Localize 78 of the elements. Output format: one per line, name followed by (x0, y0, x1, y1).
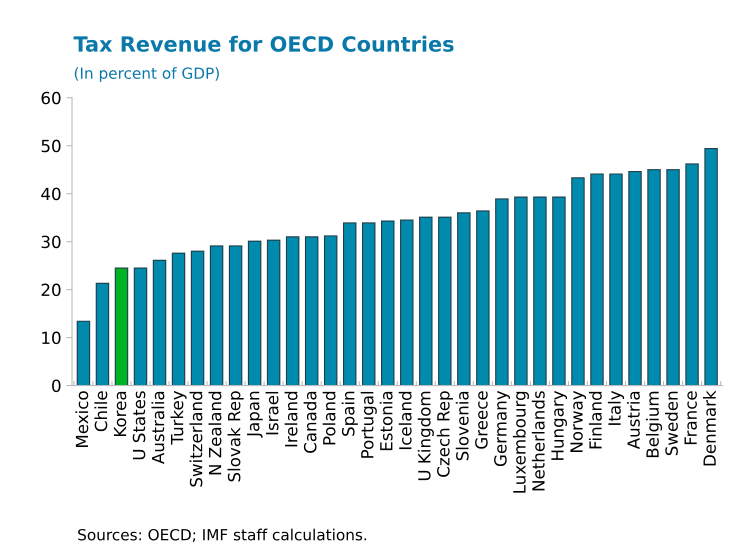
bar (666, 169, 680, 386)
x-tick-label: Japan (247, 392, 263, 438)
bar (248, 240, 262, 386)
x-tick-label: Germany (494, 390, 510, 466)
x-tick-label: Slovak Rep (228, 391, 244, 482)
bar (304, 236, 318, 386)
y-tick-label: 0 (52, 379, 61, 392)
x-tick-label: Mexico (75, 391, 88, 447)
x-tick-label: U States (132, 391, 146, 460)
x-tick-label: Belgium (646, 392, 662, 458)
bar (76, 320, 90, 386)
bar (381, 220, 394, 386)
x-tick-label: Greece (475, 391, 488, 449)
bar (476, 210, 490, 386)
x-tick-label: Korea (114, 392, 126, 436)
x-tick-label: Turkey (170, 390, 187, 445)
bar (457, 212, 471, 386)
bar (134, 267, 148, 386)
x-tick-label: Netherlands (532, 391, 545, 490)
bar (419, 216, 433, 386)
x-tick-label: France (684, 391, 697, 444)
bar (286, 236, 300, 386)
bar (96, 282, 110, 386)
x-tick-label: Ireland (284, 392, 298, 446)
x-tick-label: Denmark (703, 390, 716, 466)
x-tick-label: Czech Rep (436, 391, 453, 477)
bar (533, 196, 547, 386)
bar (628, 171, 642, 386)
y-tick-label: 60 (42, 92, 61, 104)
y-tick-label: 30 (42, 236, 61, 248)
bar (704, 148, 718, 386)
bar (495, 198, 509, 386)
x-tick-label: Israel (266, 392, 278, 434)
bar (114, 267, 128, 386)
y-tick-label: 20 (42, 284, 61, 296)
source-note: Sources: OECD; IMF staff calculations. (78, 528, 366, 542)
y-tick-label: 10 (42, 332, 61, 344)
bar (609, 173, 623, 386)
bar (571, 177, 585, 386)
x-tick-label: Norway (570, 390, 586, 452)
x-tick-label: N Zealand (208, 392, 222, 474)
x-tick-label: Canada (304, 392, 317, 453)
x-tick-label: Australia (151, 392, 164, 464)
x-tick-label: Luxembourg (512, 392, 529, 493)
bar (438, 216, 452, 386)
x-tick-label: Slovenia (456, 392, 469, 460)
bar (342, 222, 356, 386)
bar (362, 222, 376, 386)
bar (228, 245, 242, 386)
bar (647, 169, 661, 386)
x-tick-label: Iceland (398, 392, 412, 450)
x-tick-label: U Kingdom (418, 392, 434, 480)
x-tick-label: Chile (94, 391, 108, 432)
bar (514, 196, 528, 386)
bar (190, 250, 204, 386)
x-tick-label: Hungary (551, 390, 567, 460)
y-tick-label: 40 (41, 188, 61, 200)
x-tick-label: Switzerland (189, 392, 202, 487)
bar (400, 219, 414, 386)
bar (552, 196, 566, 386)
x-tick-label: Estonia (380, 392, 393, 450)
bar (590, 173, 604, 386)
x-tick-label: Sweden (664, 392, 678, 456)
x-tick-label: Austria (626, 392, 640, 450)
x-tick-label: Poland (322, 392, 336, 444)
x-tick-label: Italy (608, 390, 624, 425)
x-tick-label: Finland (588, 392, 602, 448)
x-tick-label: Portugal (360, 392, 377, 458)
y-tick-label: 50 (42, 140, 61, 152)
bar (266, 240, 280, 386)
bar (210, 245, 224, 386)
bar (685, 163, 699, 386)
chart-title: Tax Revenue for OECD Countries (74, 36, 454, 52)
bar (172, 252, 186, 386)
chart-subtitle: (In percent of GDP) (74, 67, 219, 82)
x-tick-label: Spain (342, 392, 358, 436)
bar (152, 260, 166, 386)
bar (324, 235, 338, 386)
